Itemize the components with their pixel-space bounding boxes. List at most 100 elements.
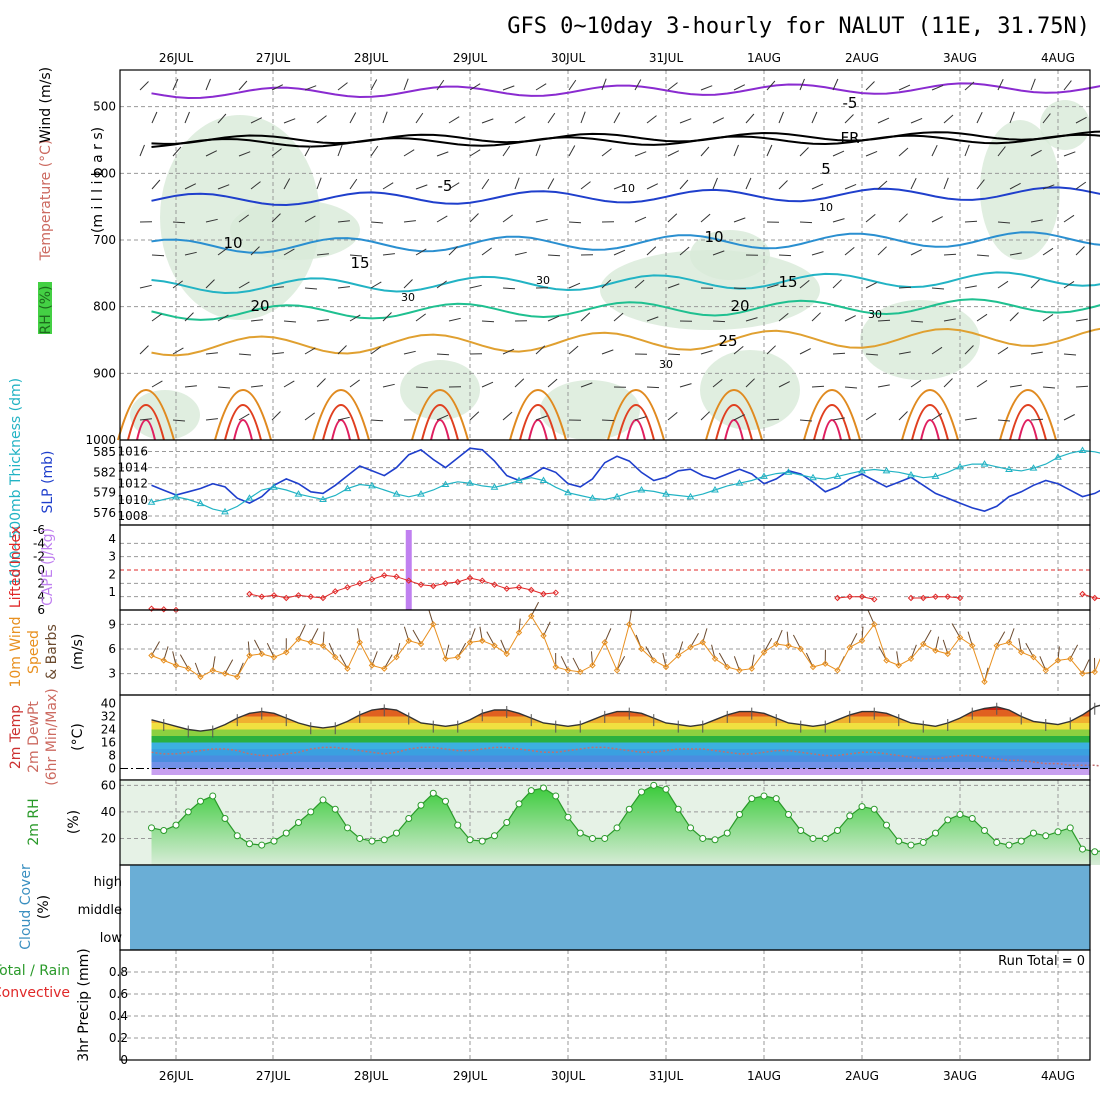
thickness-marker — [760, 472, 768, 479]
wind-barb — [349, 112, 357, 124]
wind-barb — [250, 181, 261, 190]
wind-barb-10m — [224, 659, 234, 674]
wind-speed-marker — [809, 663, 817, 671]
wind-barb — [964, 144, 970, 157]
thickness-marker — [662, 490, 670, 497]
rh-marker — [711, 836, 719, 844]
wind-barb — [415, 184, 428, 190]
wind-barb — [481, 178, 490, 190]
wind-barb — [547, 112, 556, 124]
wind-barb — [877, 180, 888, 190]
wind-barb — [415, 248, 427, 256]
rh-marker — [258, 841, 266, 849]
wind-barb — [172, 221, 186, 224]
wind-barb — [250, 319, 263, 322]
wind-barb — [766, 284, 779, 289]
wind-barb — [700, 411, 710, 421]
wind-speed-marker — [858, 637, 866, 644]
upper-air-panel: -5 FR 5 -5 10 10 15 15 20 20 25 30 30 30 30 10 10 500 600… — [38, 67, 1100, 447]
wind-speed-marker — [895, 662, 902, 669]
wind-barb — [403, 350, 416, 355]
wind10m-panel: 9 6 3 10m Wind Speed & Barbs (m/s) — [8, 601, 1100, 696]
wind-speed-marker — [773, 640, 780, 648]
wind-barb — [172, 347, 184, 355]
rh-marker — [344, 824, 351, 832]
wind-speed-marker — [503, 650, 510, 658]
wind-barb — [964, 417, 977, 421]
rh-marker — [184, 808, 192, 816]
isotherm-35-loop — [1009, 404, 1047, 441]
wind-barb — [832, 279, 842, 289]
wind-barb — [997, 78, 1004, 91]
wind-barb-10m — [310, 628, 319, 643]
slp-series-line — [151, 447, 1100, 512]
rh-marker — [172, 821, 180, 829]
wind-barb — [217, 184, 230, 190]
lifted-index-marker — [393, 573, 400, 580]
wind-speed-marker — [785, 642, 792, 649]
precip-frame — [119, 949, 1091, 1061]
lifted-index-ylabel: Lifted Index — [8, 526, 24, 608]
wind-speed-marker — [834, 667, 841, 674]
wind-barb — [997, 280, 1009, 289]
wind-speed-marker — [969, 642, 976, 649]
isotherm-30-loop — [999, 389, 1057, 441]
thickness-marker — [637, 486, 646, 493]
wind-barb — [910, 320, 924, 323]
rh-marker — [246, 840, 253, 848]
thickness-marker — [931, 472, 940, 479]
wind-barb-10m — [328, 642, 336, 658]
wind-speed-marker — [295, 635, 302, 643]
wind-barb — [184, 111, 190, 124]
wind-barb — [646, 316, 659, 322]
wind-barb — [877, 319, 891, 322]
wind-speed-marker — [319, 642, 327, 649]
wind-speed-marker — [221, 670, 229, 677]
wind-speed-marker — [185, 665, 192, 672]
wind-barb — [469, 149, 481, 157]
wind-barb — [976, 111, 983, 124]
rh-marker — [491, 832, 498, 840]
stability-frame — [119, 524, 1091, 611]
wind-barb — [943, 177, 949, 190]
bottom-date-label: 30JUL — [551, 1069, 586, 1083]
wind-barb — [844, 247, 855, 256]
lifted-index-marker — [332, 588, 339, 595]
wind-barb — [337, 220, 350, 223]
top-date-label: 27JUL — [256, 51, 291, 65]
wind-barb — [448, 317, 461, 322]
wind-speed-marker — [920, 640, 927, 648]
wind-barb — [910, 379, 922, 388]
wind-barb-10m — [1082, 659, 1090, 674]
lifted-index-marker — [430, 582, 437, 590]
rh-marker — [760, 792, 768, 800]
wind-barb — [271, 84, 284, 91]
wind-barb — [811, 312, 821, 322]
wind-barb — [283, 178, 291, 190]
bottom-date-label: 1AUG — [747, 1069, 781, 1083]
wind-barb — [205, 352, 218, 355]
contour-label: 20 — [730, 297, 749, 315]
wind-barb — [898, 147, 909, 157]
wind-barb — [382, 312, 392, 322]
top-date-label: 28JUL — [354, 51, 389, 65]
rh-marker — [540, 784, 547, 792]
wind-barb — [271, 352, 284, 355]
contour-label: 10 — [621, 182, 635, 195]
rh-marker — [858, 803, 866, 811]
wind-barb — [415, 313, 426, 322]
wind-barb — [964, 81, 975, 91]
rh-marker — [674, 805, 682, 813]
slp-tick-label: 1014 — [117, 461, 148, 475]
wind-barb — [1009, 252, 1022, 256]
wind-barb — [481, 320, 495, 323]
wind-barb — [634, 216, 647, 223]
isotherm-40-loop — [331, 419, 351, 441]
rh-marker — [552, 792, 560, 800]
wind-barb — [568, 345, 579, 355]
thickness-marker — [1029, 464, 1038, 471]
wind-speed-marker — [1018, 649, 1025, 656]
isotherm-35-loop — [127, 404, 165, 441]
wind-barb — [1075, 385, 1089, 388]
precip-tick-label: 0.6 — [109, 987, 128, 1001]
